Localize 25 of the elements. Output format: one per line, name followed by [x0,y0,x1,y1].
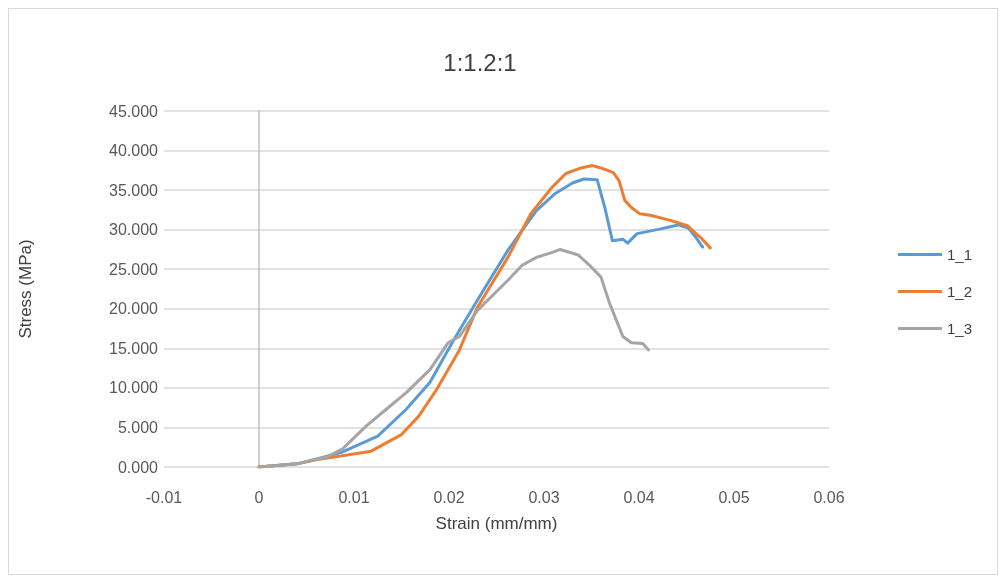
x-tick-label: 0.04 [623,488,655,506]
y-tick-label: 30.000 [109,221,159,239]
x-tick-label: -0.01 [145,488,183,506]
x-axis-title: Strain (mm/mm) [435,514,558,533]
chart-title: 1:1.2:1 [443,48,517,76]
y-tick-label: 0.000 [117,458,159,476]
line-series [257,247,650,469]
x-tick-label: 0.02 [433,488,465,506]
x-tick-label: 0.05 [718,488,750,506]
x-tick-label: 0.03 [528,488,560,506]
legend-label: 1_1 [946,246,972,263]
legend-label: 1_2 [946,283,972,300]
y-tick-label: 45.000 [109,102,159,120]
x-tick-label: 0.06 [813,488,845,506]
legend-label: 1_3 [946,320,972,337]
y-tick-label: 20.000 [109,300,159,318]
y-tick-label: 35.000 [109,181,159,199]
y-axis-title: Stress (MPa) [16,239,35,339]
y-tick-label: 5.000 [117,418,159,436]
x-tick-label: 0.01 [338,488,370,506]
y-tick-label: 40.000 [109,142,159,160]
x-tick-label: 0 [254,488,264,506]
y-tick-label: 15.000 [109,339,159,357]
y-tick-label: 25.000 [109,260,159,278]
y-tick-label: 10.000 [109,379,159,397]
